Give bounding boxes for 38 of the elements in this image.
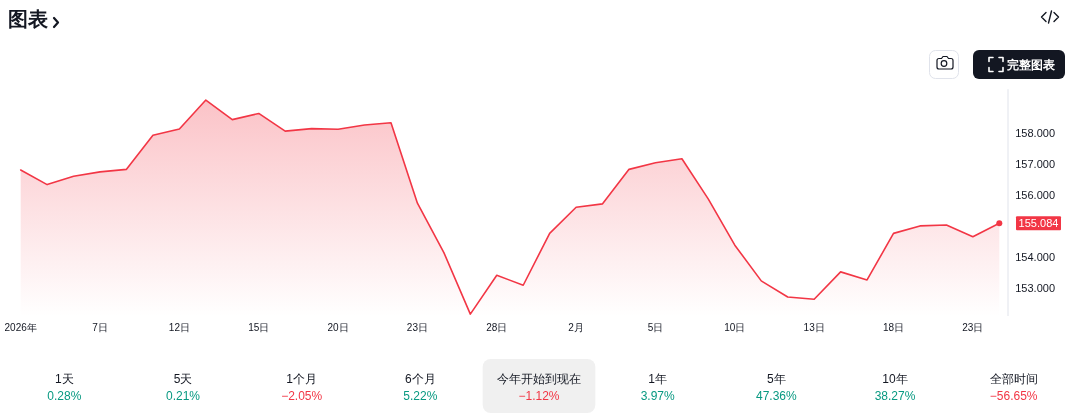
x-tick-label: 10日 bbox=[724, 322, 746, 333]
x-tick-label: 2月 bbox=[568, 322, 584, 333]
category-label: 1年 bbox=[648, 372, 668, 386]
chart-title: 图表 bbox=[8, 8, 48, 30]
category-label: 5天 bbox=[173, 372, 193, 386]
y-tick-label: 154.000 bbox=[1015, 250, 1055, 263]
text: −1.12% bbox=[518, 389, 560, 403]
y-tick-label: 153.000 bbox=[1015, 282, 1055, 295]
x-tick-label: 28日 bbox=[486, 322, 508, 333]
category-label: 1天 bbox=[54, 372, 74, 386]
category-label: 今年开始到现在 bbox=[497, 372, 581, 386]
x-tick-label: 7日 bbox=[92, 322, 108, 333]
x-tick-label: 15日 bbox=[248, 322, 270, 333]
text: −56.65% bbox=[989, 389, 1038, 403]
x-tick-label: 23日 bbox=[406, 322, 428, 333]
category-label: 5年 bbox=[766, 372, 786, 386]
category-label: 6个月 bbox=[404, 372, 436, 386]
x-tick-label: 13日 bbox=[803, 322, 825, 333]
y-tick-label: 158.000 bbox=[1015, 126, 1055, 139]
category-label: 10年 bbox=[882, 372, 908, 386]
category-label: 全部时间 bbox=[989, 372, 1038, 386]
y-tick-label: 157.000 bbox=[1015, 157, 1055, 170]
text: 3.97% bbox=[640, 389, 675, 403]
x-tick-label: 12日 bbox=[168, 322, 190, 333]
category-label: 1个月 bbox=[286, 372, 318, 386]
x-tick-label: 18日 bbox=[882, 322, 905, 333]
x-tick-label: 2026年 bbox=[4, 322, 37, 333]
x-tick-label: 23日 bbox=[962, 322, 984, 333]
x-tick-label: 5日 bbox=[647, 322, 664, 333]
text: 5.22% bbox=[403, 389, 438, 403]
text: 0.21% bbox=[165, 389, 201, 403]
text: 完整图表 bbox=[1007, 58, 1056, 72]
x-tick-label: 20日 bbox=[327, 322, 349, 333]
text: 38.27% bbox=[874, 389, 916, 403]
text: 0.28% bbox=[47, 389, 82, 403]
text: 47.36% bbox=[755, 389, 797, 403]
y-tick-label: 156.000 bbox=[1015, 188, 1055, 201]
text: −2.05% bbox=[281, 389, 323, 403]
